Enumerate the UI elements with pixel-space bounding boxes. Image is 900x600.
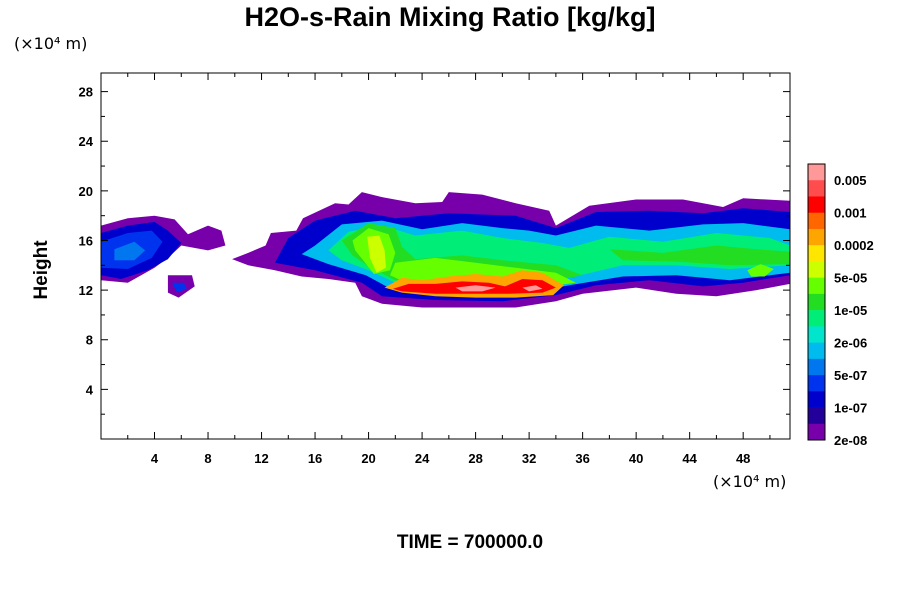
contour-region-7 (114, 241, 146, 261)
chart-title: H2O-s-Rain Mixing Ratio [kg/kg] (244, 2, 656, 32)
colorbar-label: 2e-08 (834, 433, 867, 448)
plot-frame (100, 72, 791, 440)
x-axis-unit: (×10⁴ m) (713, 472, 787, 491)
colorbar-label: 1e-07 (834, 401, 867, 416)
y-tick-label: 12 (79, 283, 93, 298)
colorbar-swatch (808, 407, 825, 425)
colorbar-label: 5e-05 (834, 271, 867, 286)
colorbar-swatch (808, 212, 825, 230)
x-tick-label: 4 (151, 451, 159, 466)
x-tick-label: 36 (575, 451, 589, 466)
colorbar-swatch (808, 261, 825, 278)
colorbar-swatch (808, 342, 825, 360)
colorbar-label: 5e-07 (834, 368, 867, 383)
y-tick-label: 28 (79, 85, 93, 100)
colorbar-swatch (808, 293, 825, 311)
colorbar-swatch (808, 164, 825, 181)
x-tick-label: 44 (682, 451, 697, 466)
colorbar-label: 2e-06 (834, 336, 867, 351)
contour-region-15 (367, 235, 386, 273)
colorbar-swatch (808, 423, 825, 441)
contour-fields (101, 192, 790, 308)
y-tick-label: 4 (86, 382, 94, 397)
contour-region-14 (747, 264, 774, 277)
colorbar-swatch (808, 375, 825, 392)
x-tick-label: 24 (415, 451, 430, 466)
contour-region-11 (609, 245, 790, 266)
y-axis-unit: (×10⁴ m) (14, 34, 88, 53)
colorbar-label: 1e-05 (834, 303, 867, 318)
time-footer: TIME = 700000.0 (396, 532, 544, 553)
colorbar-swatch (808, 326, 825, 343)
x-tick-label: 12 (254, 451, 268, 466)
colorbar-swatch (808, 196, 825, 214)
colorbar-swatch (808, 245, 825, 262)
colorbar-frame (807, 163, 826, 441)
x-tick-label: 16 (308, 451, 322, 466)
colorbar-swatch (808, 180, 825, 197)
y-tick-label: 20 (79, 184, 93, 199)
colorbar: 0.005 0.001 0.0002 5e-05 1e-05 2e-06 5e-07 1e-0… (807, 163, 874, 448)
contour-region-6 (171, 282, 187, 293)
x-tick-label: 8 (204, 451, 211, 466)
x-tick-label: 20 (361, 451, 375, 466)
contour-region-18 (455, 285, 496, 292)
colorbar-swatch (808, 358, 825, 376)
colorbar-label: 0.0002 (834, 238, 874, 253)
colorbar-label: 0.005 (834, 173, 867, 188)
y-tick-label: 16 (79, 233, 93, 248)
x-tick-label: 28 (468, 451, 482, 466)
x-tick-label: 48 (736, 451, 750, 466)
contour-region-19 (522, 285, 543, 292)
colorbar-swatch (808, 277, 825, 295)
colorbar-label: 0.001 (834, 206, 867, 221)
x-tick-label: 40 (629, 451, 643, 466)
colorbar-swatch (808, 391, 825, 408)
colorbar-swatch (808, 228, 825, 246)
y-tick-label: 24 (79, 134, 94, 149)
colorbar-swatch (808, 310, 825, 327)
y-tick-label: 8 (86, 333, 93, 348)
x-tick-label: 32 (522, 451, 536, 466)
